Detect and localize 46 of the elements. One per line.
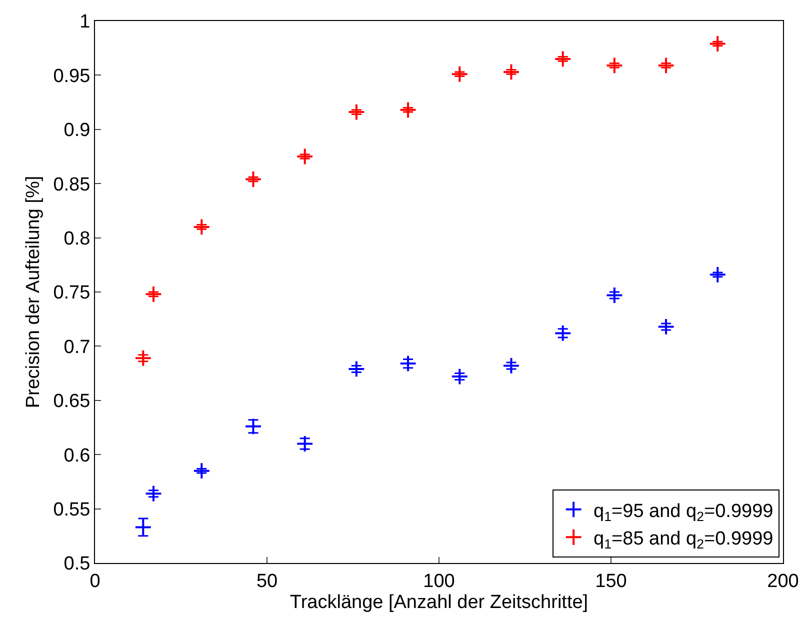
point: [296, 435, 314, 452]
point: [134, 518, 152, 536]
y-tick-label: 0.65: [53, 391, 90, 412]
x-tick-label: 200: [767, 570, 799, 592]
point: [502, 63, 520, 81]
point: [450, 368, 468, 386]
point: [399, 101, 417, 119]
point: [657, 318, 675, 336]
y-tick-label: 0.7: [64, 336, 90, 358]
point: [296, 148, 314, 166]
x-tick-label: 0: [90, 570, 100, 592]
point: [708, 266, 726, 284]
point: [192, 218, 210, 236]
point: [657, 56, 675, 74]
y-axis-title: Precision der Aufteilung [%]: [23, 176, 44, 408]
point: [399, 354, 417, 372]
y-tick-label: 1: [80, 12, 90, 33]
point: [244, 170, 262, 188]
point: [348, 360, 366, 378]
y-tick-label: 0.8: [64, 228, 90, 250]
legend-label: q$_{1}$=95 and q$_{2}$=0.9999: [594, 500, 774, 524]
x-axis-title: Tracklänge [Anzahl der Zeitschritte]: [290, 592, 588, 613]
legend-label: q$_{1}$=85 and q$_{2}$=0.9999: [594, 528, 774, 552]
y-tick-label: 0.9: [64, 120, 90, 142]
x-tick-label: 150: [595, 570, 627, 592]
point: [244, 418, 262, 436]
point: [348, 103, 366, 121]
y-tick-label: 0.95: [53, 66, 90, 87]
x-tick-label: 100: [423, 570, 455, 592]
y-tick-label: 0.55: [53, 499, 90, 520]
point: [554, 50, 572, 68]
point: [144, 285, 162, 303]
point: [554, 324, 572, 342]
y-tick-label: 0.75: [53, 282, 90, 304]
point: [708, 35, 726, 52]
y-tick-label: 0.5: [64, 554, 90, 575]
point: [134, 349, 152, 367]
x-tick-label: 50: [256, 570, 278, 592]
point: [606, 286, 624, 304]
y-tick-label: 0.6: [64, 445, 90, 466]
y-tick-label: 0.85: [53, 174, 90, 196]
point: [502, 357, 520, 374]
point: [450, 65, 468, 83]
point: [606, 56, 624, 74]
point: [192, 462, 210, 480]
point: [144, 484, 162, 502]
